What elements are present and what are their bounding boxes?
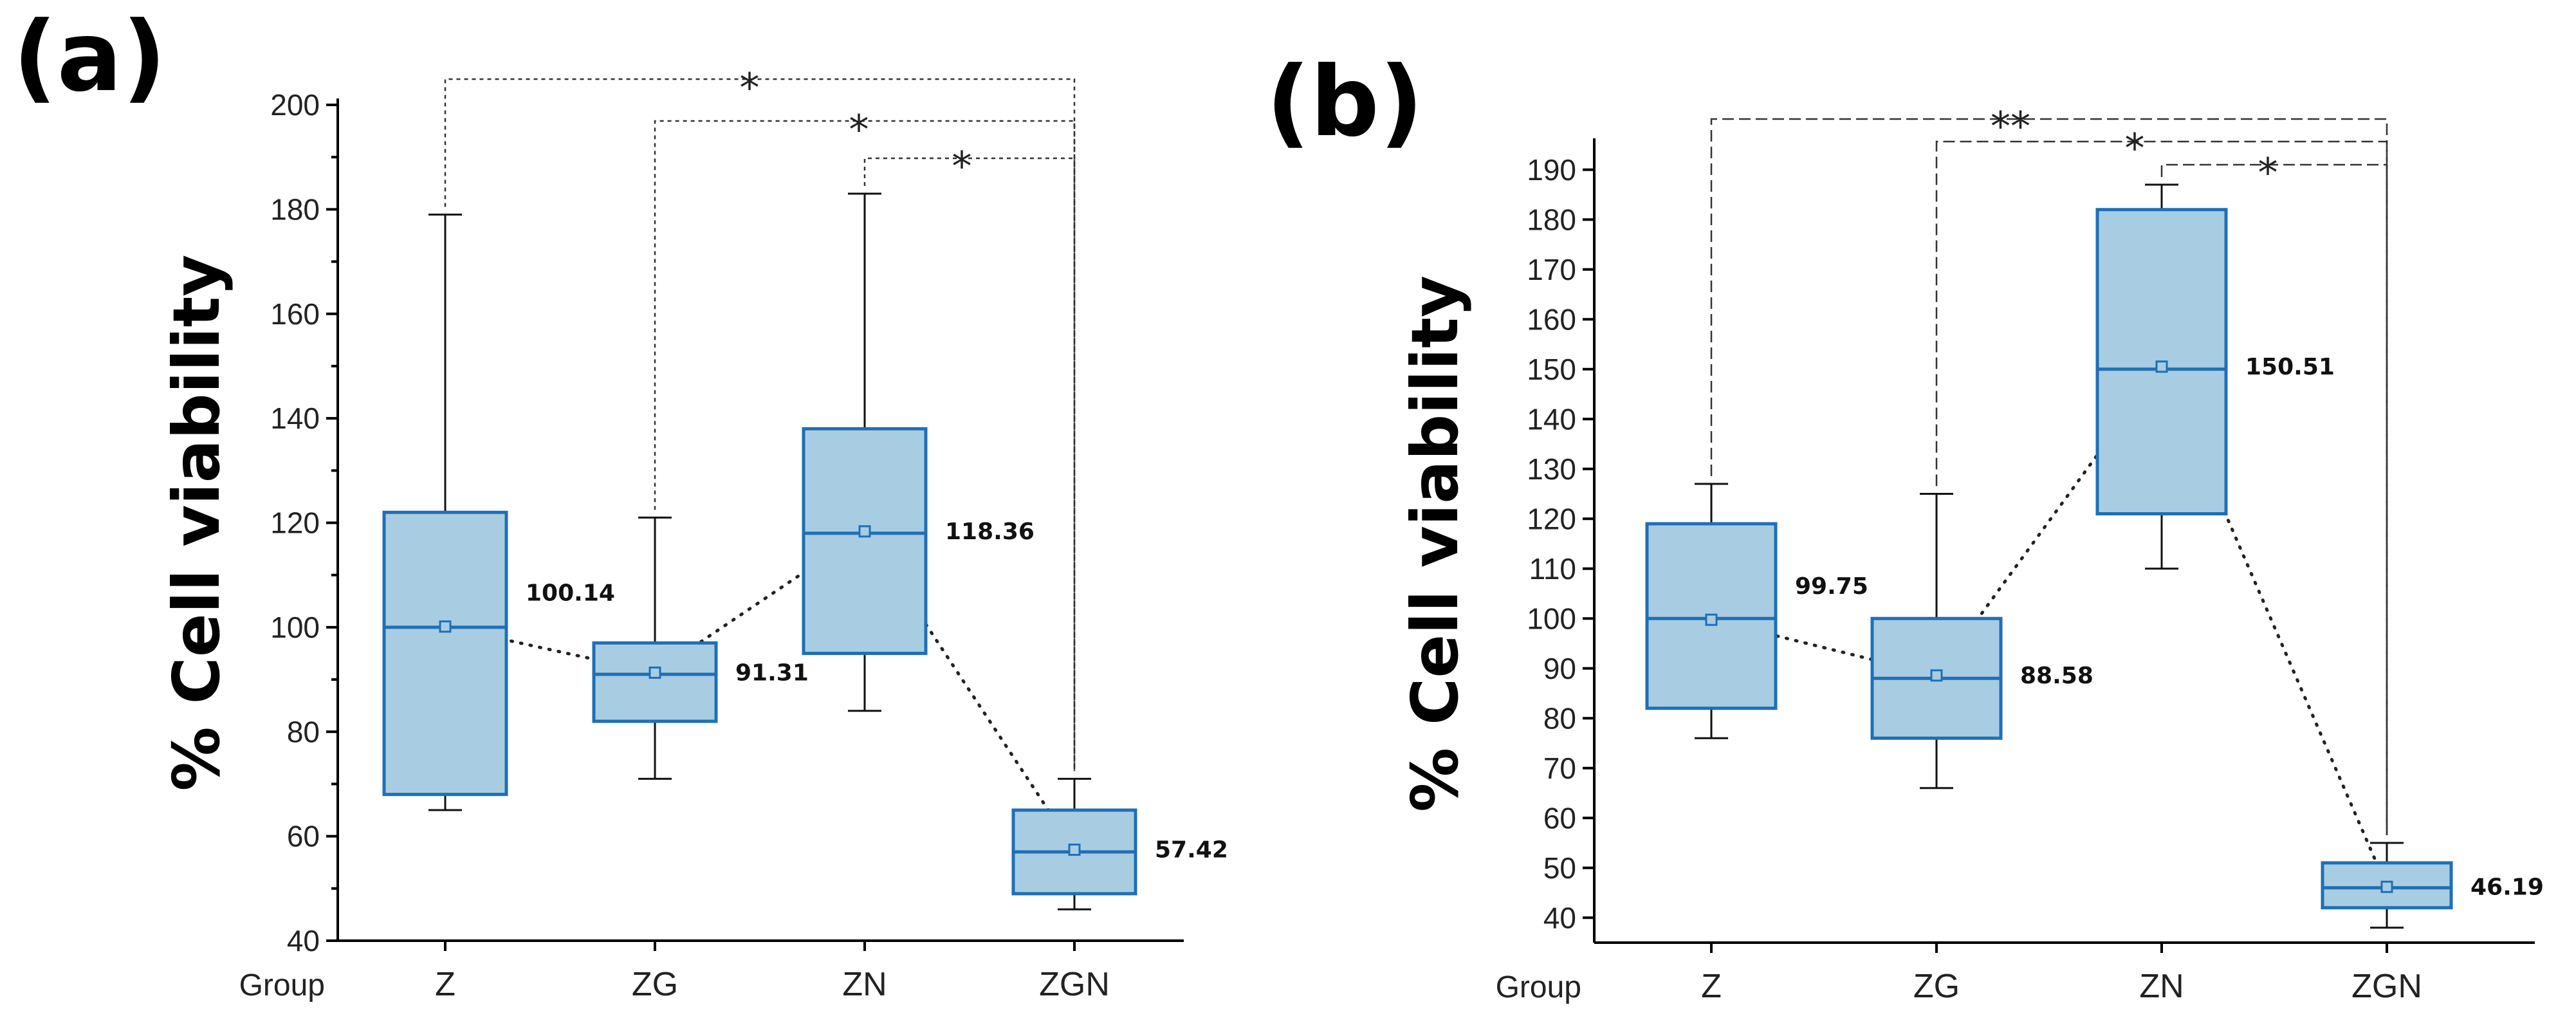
y-tick-label: 70	[1543, 752, 1576, 785]
mean-value-label: 99.75	[1795, 573, 1868, 600]
x-tick-label: ZGN	[2351, 968, 2422, 1005]
y-tick-label: 100	[1527, 602, 1576, 635]
mean-value-label: 150.51	[2245, 354, 2335, 380]
x-tick-label: ZG	[632, 966, 678, 1003]
mean-marker	[439, 620, 452, 633]
box-plot-zgn: 57.42	[1011, 777, 1228, 910]
mean-marker	[2155, 360, 2168, 373]
y-tick-label: 40	[1543, 901, 1576, 934]
chart-panel-1: (b) % Cell viability 40 50 60 70 80 90 100 110 120…	[1266, 46, 2544, 1005]
mean-value-label: 88.58	[2020, 663, 2093, 689]
significance-bracket	[444, 78, 1076, 771]
x-tick-label: ZN	[2139, 968, 2184, 1005]
y-tick-label: 160	[270, 297, 320, 331]
y-tick-label: 170	[1527, 253, 1576, 286]
x-tick-label: ZGN	[1039, 966, 1110, 1003]
significance-bracket	[1710, 118, 2388, 835]
chart-panel-0: (a) % Cell viability 40 60 80 100 120 140 160 180…	[13, 1, 1228, 1003]
x-group-label: Group	[1496, 970, 1581, 1004]
box-plot-z: 99.75	[1645, 483, 1868, 739]
mean-trend-line	[443, 529, 1076, 852]
y-tick-label: 140	[1527, 402, 1576, 436]
x-tick-label: Z	[1701, 968, 1722, 1005]
y-tick-label: 140	[270, 402, 320, 435]
y-tick-label: 60	[287, 820, 320, 853]
y-tick-label: 160	[1527, 302, 1576, 336]
iqr-box	[592, 641, 718, 723]
panel-label: (a)	[13, 1, 166, 113]
y-tick-label: 130	[1527, 452, 1576, 486]
y-axis-label: % Cell viability	[159, 255, 234, 791]
x-tick-label: Z	[435, 966, 455, 1003]
box-plot-zg: 91.31	[592, 516, 809, 780]
iqr-box	[382, 510, 508, 797]
y-tick-label: 180	[1527, 203, 1576, 236]
y-tick-label: 50	[1543, 851, 1576, 885]
y-tick-label: 80	[1543, 701, 1576, 735]
mean-marker	[2380, 880, 2393, 893]
mean-marker	[1068, 844, 1081, 856]
panel-label: (b)	[1266, 46, 1423, 158]
significance-label: *	[2258, 149, 2278, 196]
box-plot-zg: 88.58	[1870, 493, 2093, 790]
mean-value-label: 46.19	[2470, 874, 2544, 900]
significance-label: *	[740, 64, 760, 111]
x-tick-label: ZG	[1913, 968, 1960, 1005]
mean-trend-line	[1709, 363, 2389, 889]
box-plot-zn: 150.51	[2095, 183, 2335, 570]
box-plot-zn: 118.36	[802, 192, 1035, 712]
y-tick-label: 120	[270, 506, 320, 540]
x-group-label: Group	[239, 968, 325, 1002]
y-tick-label: 40	[287, 924, 320, 957]
y-tick-label: 80	[287, 715, 320, 748]
significance-label: *	[849, 106, 869, 153]
significance-bracket	[2160, 163, 2388, 835]
mean-marker	[1930, 669, 1943, 682]
box-plot-z: 100.14	[382, 213, 615, 811]
significance-label: **	[1991, 103, 2030, 150]
mean-value-label: 57.42	[1155, 837, 1228, 863]
mean-marker	[649, 666, 661, 679]
mean-value-label: 91.31	[735, 660, 809, 686]
y-tick-label: 200	[270, 88, 320, 122]
mean-marker	[858, 525, 871, 538]
y-tick-label: 110	[1529, 552, 1576, 586]
significance-bracket	[654, 120, 1076, 771]
y-tick-label: 100	[270, 611, 320, 644]
significance-label: *	[952, 143, 972, 190]
significance-label: *	[2125, 125, 2145, 172]
y-tick-label: 190	[1527, 153, 1576, 187]
y-tick-label: 60	[1543, 801, 1576, 835]
iqr-box	[802, 427, 928, 655]
y-axis-label: % Cell viability	[1397, 275, 1473, 812]
mean-value-label: 118.36	[945, 519, 1035, 545]
y-tick-label: 90	[1543, 652, 1576, 685]
y-tick-label: 150	[1527, 353, 1576, 386]
box-plot-zgn: 46.19	[2321, 842, 2544, 929]
mean-value-label: 100.14	[526, 580, 615, 607]
mean-marker	[1705, 613, 1718, 626]
y-tick-label: 180	[270, 192, 320, 226]
significance-bracket	[863, 157, 1076, 771]
x-tick-label: ZN	[842, 966, 887, 1003]
y-tick-label: 120	[1527, 502, 1576, 535]
